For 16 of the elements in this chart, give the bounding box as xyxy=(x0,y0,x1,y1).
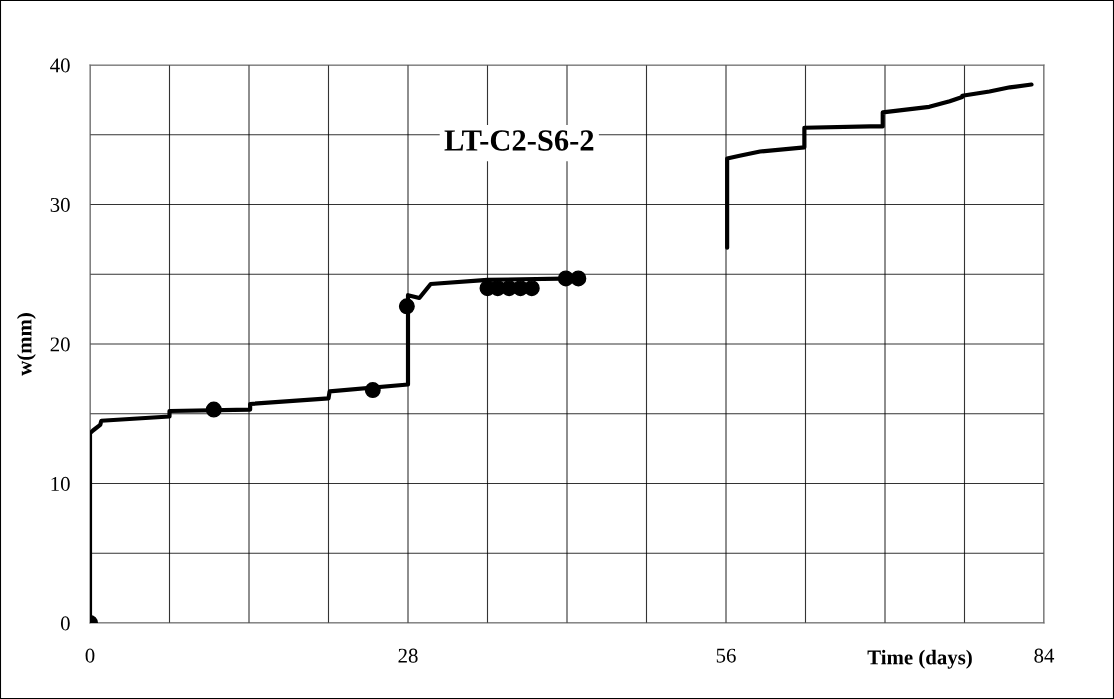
x-tick-label: 0 xyxy=(85,648,95,663)
point xyxy=(364,382,381,399)
x-axis-title: Time (days) xyxy=(867,649,972,669)
y-tick-label: 40 xyxy=(50,58,70,73)
text: LT-C2-S6-2 xyxy=(444,130,594,151)
y-tick-label: 10 xyxy=(51,476,70,491)
y-tick-label: 0 xyxy=(60,616,70,631)
x-tick-label: 84 xyxy=(1034,648,1055,663)
x-tick-label: 28 xyxy=(398,648,418,663)
point xyxy=(570,270,587,287)
point xyxy=(398,298,415,315)
point xyxy=(205,401,222,418)
y-axis-title: w(mm) xyxy=(16,313,36,376)
y-tick-label: 30 xyxy=(50,197,70,212)
x-tick-label: 56 xyxy=(716,648,736,663)
y-tick-label: 20 xyxy=(50,337,70,352)
